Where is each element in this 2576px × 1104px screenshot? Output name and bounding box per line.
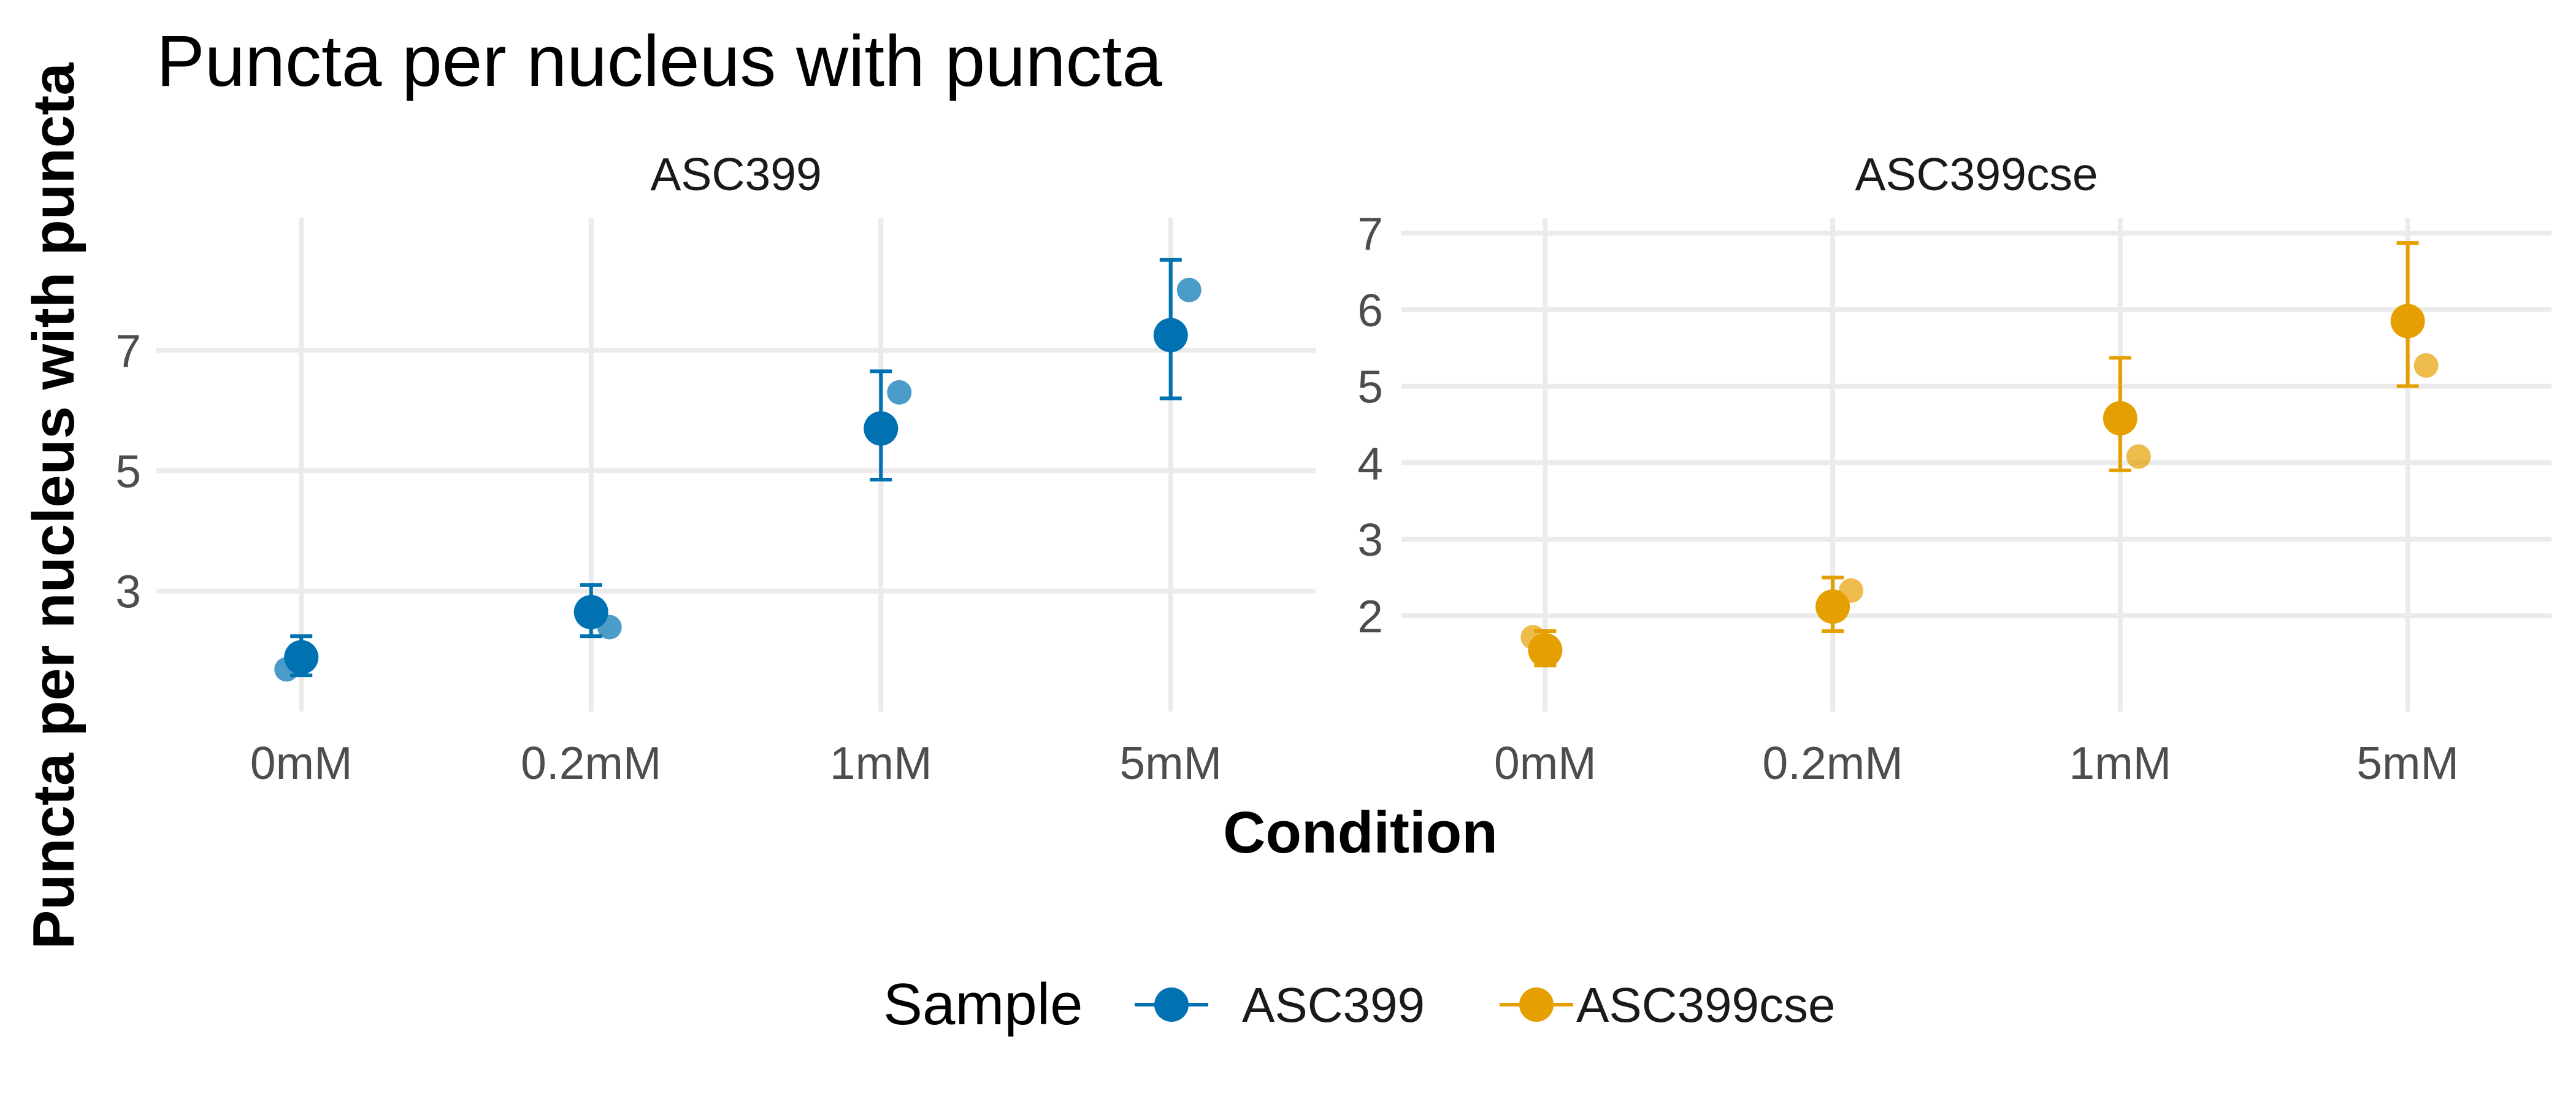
mean-point [2103,401,2137,435]
x-tick-label: 0.2mM [1763,737,1903,789]
facet-panels: 3 5 7 0mM 0.2mM 1mM 5mM ASC399 2 3 4 5 6 7 0mM 0.2mM 1mM… [115,148,2551,789]
y-tick-label: 3 [115,566,141,618]
x-tick-label: 5mM [1119,737,1222,789]
mean-point [1815,589,1850,624]
legend-key-point [1519,987,1554,1022]
series-asc399 [274,258,1202,682]
legend-item-asc399: ASC399 [1135,978,1425,1032]
x-tick-label: 0mM [1494,737,1597,789]
chart-title: Puncta per nucleus with puncta [156,21,1162,102]
replicate-point [2413,353,2439,378]
legend-items: ASC399 ASC399cse [1135,978,1835,1032]
y-tick-label: 2 [1357,591,1383,642]
x-tick-label: 0.2mM [521,737,661,789]
y-tick-label: 7 [1357,208,1383,259]
mean-point [1528,633,1563,668]
y-tick-label: 5 [115,445,141,497]
legend-key-point [1154,987,1189,1022]
legend: Sample ASC399 ASC399cse [883,972,1835,1037]
facet-strip-label: ASC399 [650,148,821,200]
replicate-point [2126,444,2151,469]
mean-point [864,411,899,446]
x-tick-label: 1mM [2069,737,2172,789]
legend-label: ASC399cse [1576,978,1835,1032]
legend-title: Sample [883,972,1083,1037]
mean-point [284,640,319,675]
replicate-point [887,380,912,405]
y-tick-label: 4 [1357,437,1383,489]
facet-panel-1: 2 3 4 5 6 7 0mM 0.2mM 1mM 5mM ASC399cse [1357,148,2551,789]
mean-point [1153,318,1188,353]
x-tick-label: 0mM [250,737,353,789]
y-tick-label: 3 [1357,514,1383,565]
legend-label: ASC399 [1242,978,1425,1032]
series-asc399cse [1520,241,2439,668]
x-tick-label: 1mM [830,737,932,789]
x-tick-label: 5mM [2356,737,2459,789]
y-tick-label: 6 [1357,285,1383,336]
mean-point [2390,304,2425,339]
y-axis-title: Puncta per nucleus with puncta [21,63,86,949]
legend-item-asc399cse: ASC399cse [1500,978,1835,1032]
y-tick-label: 5 [1357,361,1383,413]
x-axis-title: Condition [1223,800,1498,865]
facet-panel-0: 3 5 7 0mM 0.2mM 1mM 5mM ASC399 [115,148,1316,789]
mean-point [573,595,608,630]
y-tick-label: 7 [115,325,141,377]
replicate-point [1176,277,1202,302]
facet-strip-label: ASC399cse [1855,148,2098,200]
